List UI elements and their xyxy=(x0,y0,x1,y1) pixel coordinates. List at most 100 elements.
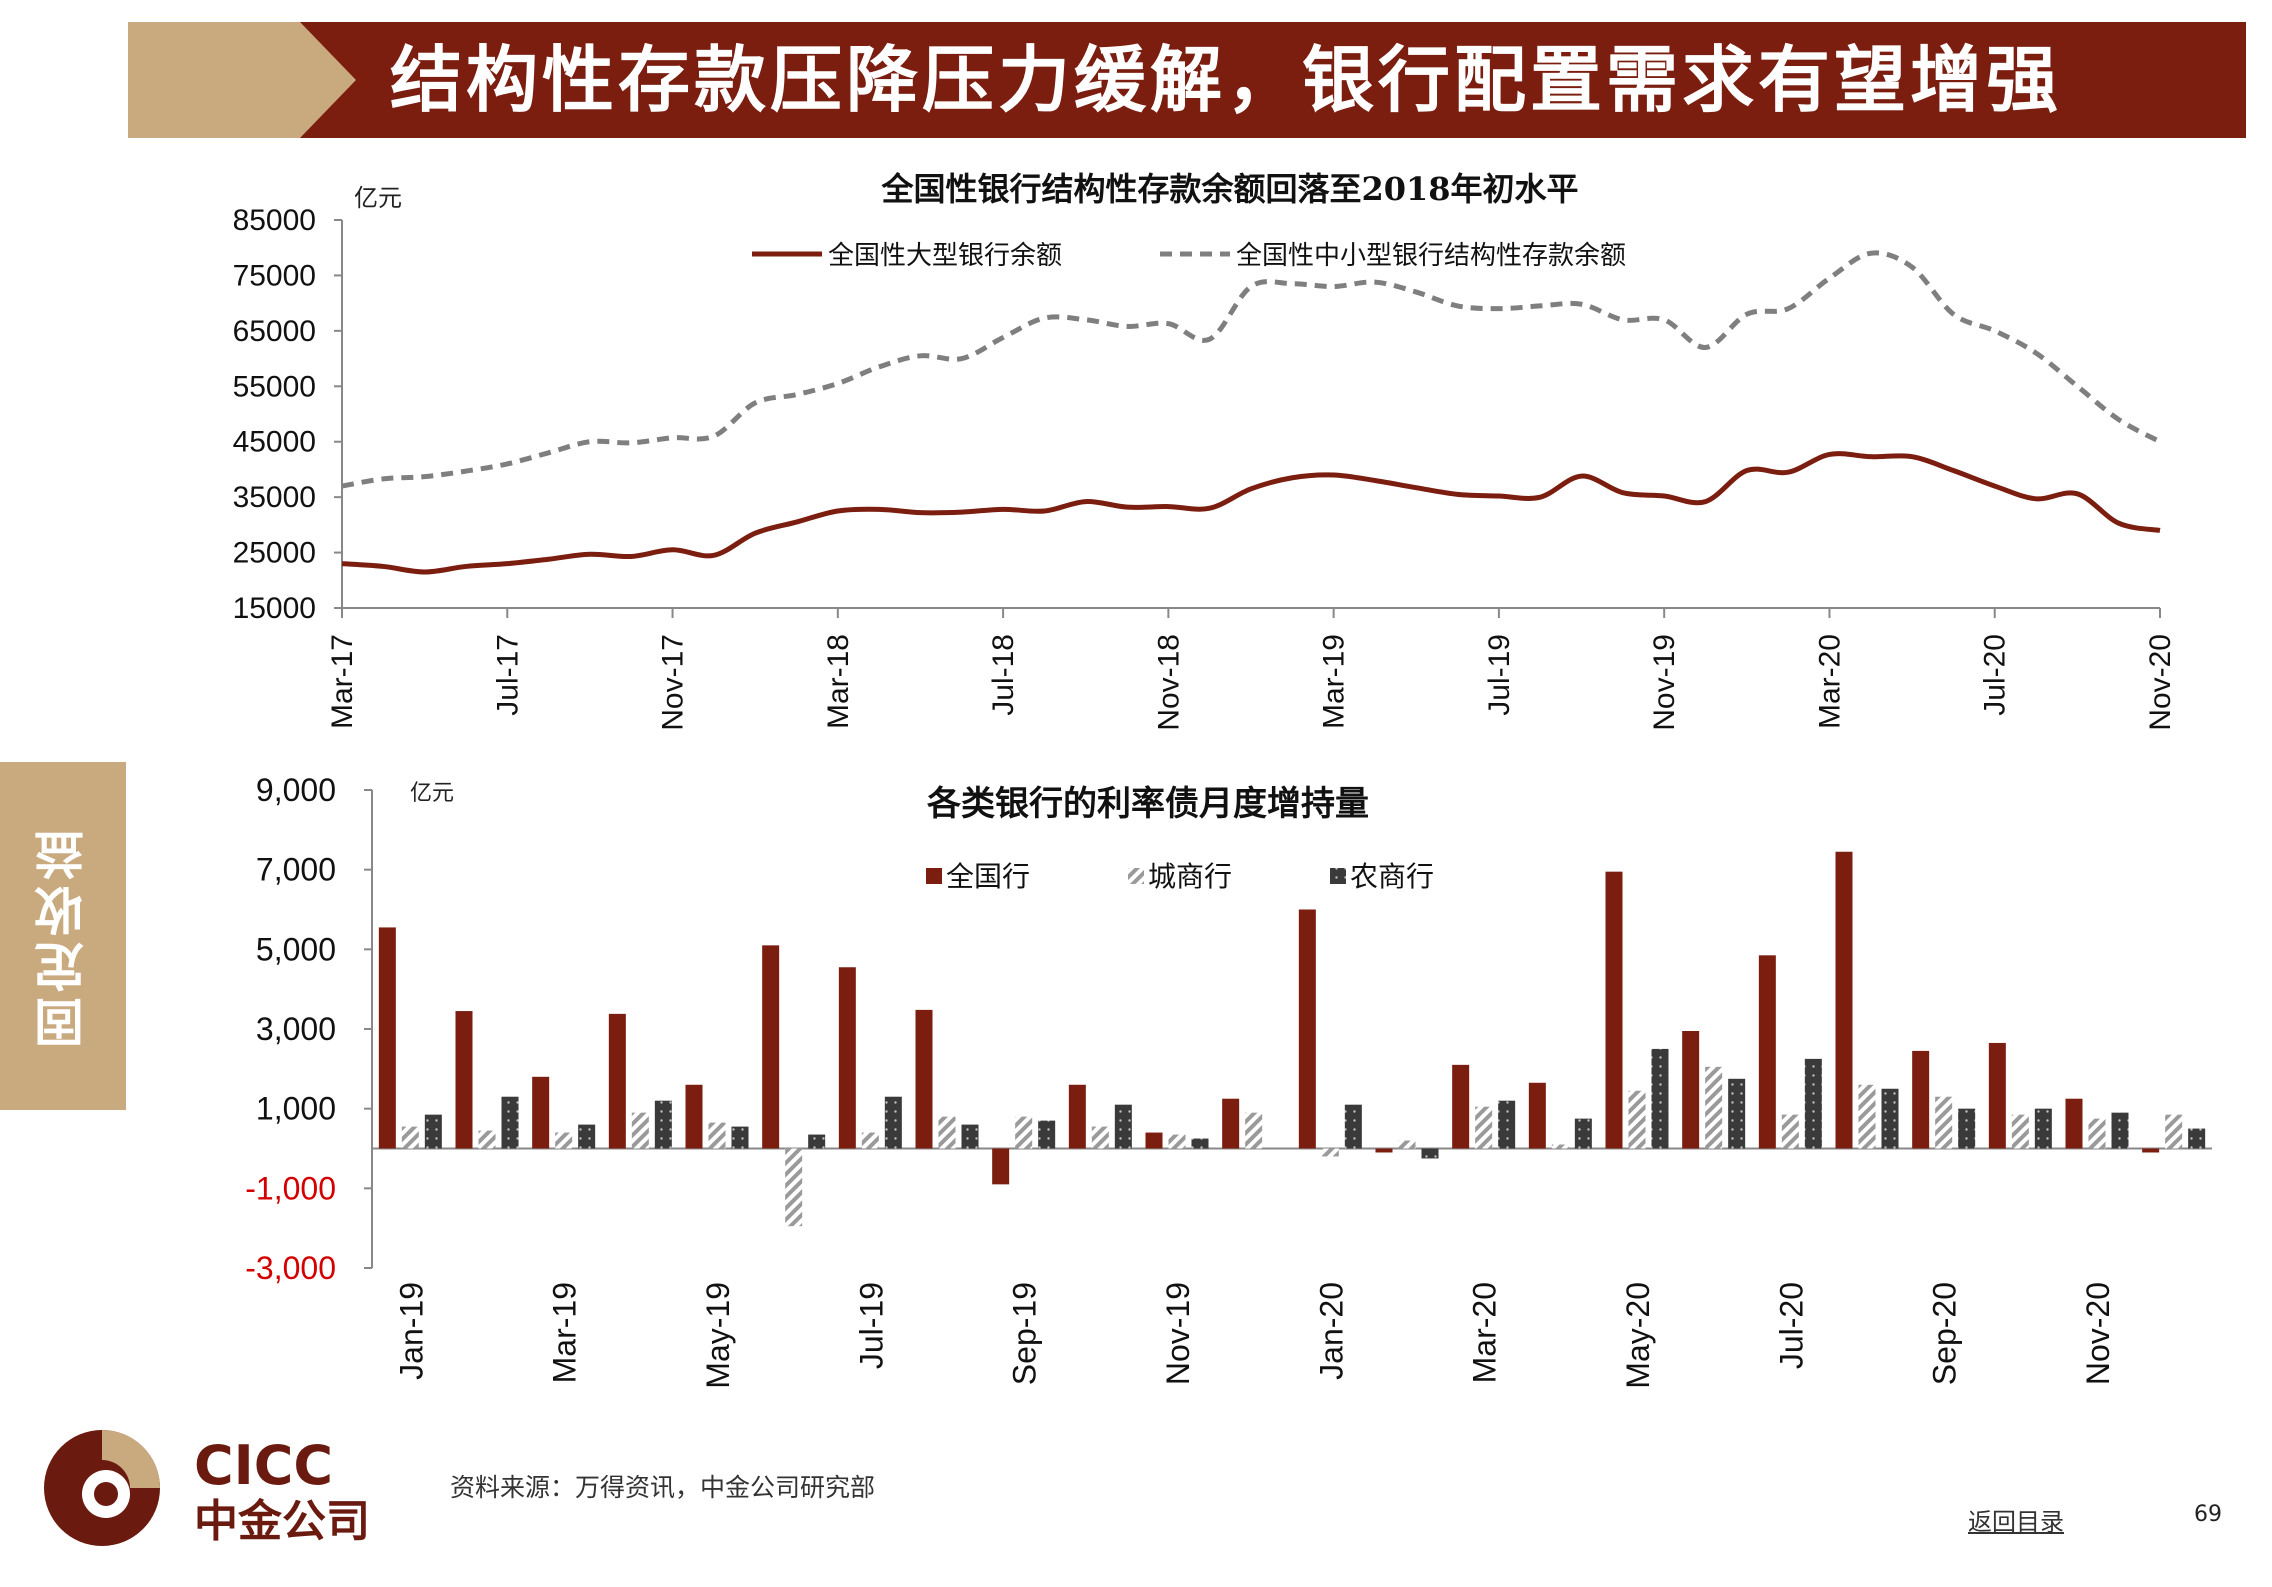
bar-rural xyxy=(1421,1148,1439,1159)
bar-rural xyxy=(2188,1128,2206,1149)
legend-swatch-city xyxy=(1128,868,1144,884)
bar-national xyxy=(532,1076,550,1149)
y-tick-label: 7,000 xyxy=(256,852,336,888)
bar-city xyxy=(2011,1114,2029,1149)
x-tick-label: Jul-20 xyxy=(1773,1282,1809,1369)
bar-city xyxy=(1858,1084,1876,1149)
bar-national xyxy=(915,1009,933,1149)
page-number: 69 xyxy=(2194,1502,2222,1527)
x-tick-label: Nov-20 xyxy=(2080,1282,2116,1385)
bar-rural xyxy=(501,1096,519,1149)
bar-rural xyxy=(1728,1078,1746,1149)
bar-city xyxy=(861,1132,879,1149)
y-tick-label: -1,000 xyxy=(245,1170,336,1206)
y-tick-label: 35000 xyxy=(233,481,316,514)
bar-national xyxy=(685,1084,703,1149)
back-to-contents-link[interactable]: 返回目录 xyxy=(1968,1508,2064,1536)
bar-national xyxy=(838,967,856,1149)
series-line-large-banks xyxy=(341,451,2161,575)
chart-title: 全国性银行结构性存款余额回落至2018年初水平 xyxy=(880,170,1578,208)
y-tick-label: 75000 xyxy=(233,259,316,292)
bar-rural xyxy=(808,1134,826,1149)
x-tick-label: Jul-17 xyxy=(491,634,524,716)
x-tick-label: Nov-18 xyxy=(1152,634,1185,731)
bar-rural xyxy=(884,1096,902,1149)
x-tick-label: Mar-17 xyxy=(326,634,359,729)
x-tick-label: Jan-20 xyxy=(1313,1282,1349,1380)
x-tick-label: Jul-19 xyxy=(853,1282,889,1369)
y-tick-label: 1,000 xyxy=(256,1091,336,1127)
bar-city xyxy=(1551,1144,1569,1149)
bar-national xyxy=(1222,1098,1240,1149)
x-tick-label: Sep-20 xyxy=(1927,1282,1963,1385)
side-section-tab[interactable] xyxy=(0,762,126,1110)
bar-national xyxy=(1528,1082,1546,1149)
bar-rural xyxy=(731,1126,749,1149)
y-tick-label: 5,000 xyxy=(256,931,336,967)
bar-national xyxy=(1298,909,1316,1149)
bar-city xyxy=(1091,1126,1109,1149)
legend-label-city: 城商行 xyxy=(1148,860,1232,893)
y-tick-label: 25000 xyxy=(233,537,316,570)
bar-national xyxy=(1988,1042,2006,1149)
bar-national xyxy=(1068,1084,1086,1149)
chart-legend: 全国行 城商行 农商行 xyxy=(926,860,1434,893)
y-tick-label: 85000 xyxy=(233,204,316,237)
bar-chart-rate-bonds: 各类银行的利率债月度增持量 亿元 -3,000 -1,000 1,000 3,000 5… xyxy=(245,772,2212,1389)
legend-label-large-banks: 全国性大型银行余额 xyxy=(828,241,1062,271)
y-tick-label: 9,000 xyxy=(256,772,336,808)
x-tick-label: Mar-19 xyxy=(1318,634,1351,729)
bar-city xyxy=(1398,1140,1416,1149)
bar-rural xyxy=(1344,1104,1362,1149)
bar-national xyxy=(1452,1064,1470,1149)
bar-city xyxy=(1935,1096,1953,1149)
bar-city xyxy=(631,1112,649,1149)
x-tick-label: Jul-20 xyxy=(1979,634,2012,716)
x-tick-label: Nov-19 xyxy=(1648,634,1681,731)
bar-national xyxy=(1758,955,1776,1149)
y-tick-label: 55000 xyxy=(233,370,316,403)
x-tick-label: Nov-17 xyxy=(657,634,690,731)
x-tick-label: Sep-19 xyxy=(1007,1282,1043,1385)
bar-rural xyxy=(961,1124,979,1149)
bar-national xyxy=(1682,1030,1700,1149)
legend-label-small-banks: 全国性中小型银行结构性存款余额 xyxy=(1236,241,1626,271)
x-tick-label: Jul-19 xyxy=(1483,634,1516,716)
bar-rural xyxy=(1881,1088,1899,1149)
bar-city xyxy=(1705,1066,1723,1149)
bar-city xyxy=(478,1130,496,1149)
line-chart-deposits: 全国性银行结构性存款余额回落至2018年初水平 亿元 15000 25000 350… xyxy=(233,170,2177,731)
x-tick-label: Jan-19 xyxy=(393,1282,429,1380)
bar-city xyxy=(2165,1114,2183,1149)
bar-national xyxy=(378,927,396,1149)
bar-city xyxy=(938,1116,956,1149)
bar-city xyxy=(708,1122,726,1149)
x-tick-label: Nov-19 xyxy=(1160,1282,1196,1385)
bar-rural xyxy=(1574,1118,1592,1149)
bar-rural xyxy=(1191,1138,1209,1149)
legend-swatch-national xyxy=(926,868,942,884)
bar-national xyxy=(1605,871,1623,1149)
bar-city xyxy=(1321,1148,1339,1157)
bar-national xyxy=(1912,1050,1930,1149)
y-tick-label: 3,000 xyxy=(256,1011,336,1047)
x-tick-label: Mar-20 xyxy=(1813,634,1846,729)
bar-national xyxy=(608,1013,626,1149)
source-note: 资料来源：万得资讯，中金公司研究部 xyxy=(450,1473,876,1502)
cicc-logo: CICC 中金公司 xyxy=(44,1430,370,1547)
bar-national xyxy=(2065,1098,2083,1149)
bar-rural xyxy=(654,1100,672,1149)
bar-city xyxy=(1781,1114,1799,1149)
legend-swatch-rural xyxy=(1330,868,1346,884)
bar-city xyxy=(1628,1090,1646,1149)
bar-national xyxy=(1835,851,1853,1149)
x-tick-label: May-20 xyxy=(1620,1282,1656,1389)
bar-city xyxy=(401,1126,419,1149)
x-tick-label: Mar-18 xyxy=(822,634,855,729)
bar-city xyxy=(1245,1112,1263,1149)
y-axis-unit-label: 亿元 xyxy=(410,781,454,806)
logo-text-cn: 中金公司 xyxy=(194,1496,370,1547)
y-axis-unit-label: 亿元 xyxy=(354,184,402,212)
bar-national xyxy=(455,1011,473,1149)
bar-city xyxy=(1168,1134,1186,1149)
